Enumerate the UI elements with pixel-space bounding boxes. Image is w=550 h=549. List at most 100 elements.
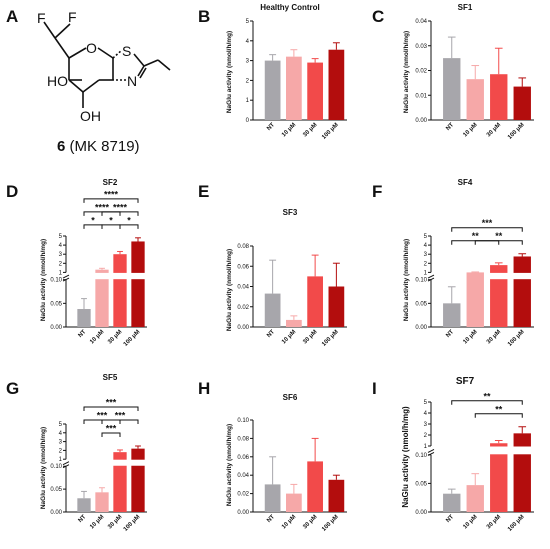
y-axis: 0.00 0.02 0.04 0.06 0.08 0.10 xyxy=(237,418,254,516)
significance-label: *** xyxy=(482,218,493,228)
bar-break-gap xyxy=(112,272,128,280)
x-tick-label: 30 μM xyxy=(302,329,318,345)
significance-bracket xyxy=(451,400,523,405)
chart-title: SF7 xyxy=(456,376,475,387)
y-tick-label: 3 xyxy=(59,252,63,258)
y-axis-label: NaGlu activity (nmol/h/mg) xyxy=(226,424,233,506)
x-tick-label: 10 μM xyxy=(281,329,297,345)
panel-letter-F: F xyxy=(372,182,382,201)
x-tick-label: 30 μM xyxy=(486,122,502,138)
y-tick-label: 0.02 xyxy=(415,69,427,75)
y-tick-label: 0.00 xyxy=(415,118,427,124)
bar xyxy=(443,493,461,512)
bar xyxy=(328,286,345,327)
chart-title: Healthy Control xyxy=(260,3,320,12)
significance-label: *** xyxy=(106,398,117,408)
significance-bracket xyxy=(101,211,139,216)
axis-break-mark xyxy=(427,448,435,453)
panel-letter-I: I xyxy=(372,379,377,398)
bar xyxy=(113,254,127,327)
bar-break-gap xyxy=(513,272,532,280)
x-tick-label: 10 μM xyxy=(281,122,297,138)
atom-OH: OH xyxy=(80,108,101,124)
x-tick-label: 100 μM xyxy=(321,122,340,141)
x-tick-label: 30 μM xyxy=(486,514,502,530)
y-tick-label: 0 xyxy=(246,118,250,124)
y-tick-label: 2 xyxy=(424,261,428,267)
x-tick-label: 10 μM xyxy=(462,514,478,530)
y-tick-label: 0.10 xyxy=(50,464,62,470)
significance-label: **** xyxy=(95,202,110,212)
y-tick-label: 4 xyxy=(59,243,63,249)
bar xyxy=(443,58,461,120)
y-tick-label: 5 xyxy=(424,400,428,406)
x-tick-label: 30 μM xyxy=(107,329,123,345)
axis-break-mark xyxy=(427,274,435,279)
atom-O-ring: O xyxy=(86,40,97,56)
panel-letter-E: E xyxy=(198,182,209,201)
y-tick-label: 0.05 xyxy=(50,487,62,493)
y-tick-label: 2 xyxy=(246,78,250,84)
x-tick-label: 30 μM xyxy=(302,122,318,138)
y-axis-label: NaGlu activity (nmol/h/mg) xyxy=(226,31,233,113)
bar xyxy=(490,443,508,512)
y-tick-label: 0.10 xyxy=(415,278,427,284)
panel-letter-H: H xyxy=(198,379,210,398)
y-tick-label: 5 xyxy=(246,19,250,25)
x-tick-label: NT xyxy=(266,514,276,524)
significance-bracket xyxy=(101,224,121,229)
y-tick-label: 0.10 xyxy=(50,278,62,284)
compound-name: (MK 8719) xyxy=(65,138,139,155)
bar-break-gap xyxy=(513,446,532,455)
bar-break-gap xyxy=(489,272,508,280)
significance-label: ** xyxy=(495,404,503,414)
y-tick-label: 4 xyxy=(424,411,428,417)
bar xyxy=(490,265,508,327)
bar xyxy=(490,74,508,120)
chart-title: SF2 xyxy=(103,178,118,187)
x-tick-label: 30 μM xyxy=(302,514,318,530)
y-axis-label: NaGlu activity (nmol/h/mg) xyxy=(403,239,410,321)
bar-break-gap xyxy=(130,459,146,466)
y-tick-label: 0.08 xyxy=(237,244,249,250)
x-tick-label: 100 μM xyxy=(507,329,526,348)
y-tick-label: 0.00 xyxy=(415,510,427,516)
bar xyxy=(113,452,127,512)
bar xyxy=(513,86,531,120)
x-tick-label: 10 μM xyxy=(281,514,297,530)
x-tick-label: 10 μM xyxy=(89,514,105,530)
bar-break-gap xyxy=(489,446,508,455)
panel-letter-A: A xyxy=(6,7,18,26)
panel-letter-B: B xyxy=(198,7,210,26)
significance-label: * xyxy=(127,215,131,225)
chart-panel-F: F SF4 NaGlu activity (nmol/h/mg) 0.000.050.… xyxy=(372,178,534,348)
y-tick-label: 4 xyxy=(424,243,428,249)
x-tick-label: 30 μM xyxy=(107,514,123,530)
x-tick-label: 30 μM xyxy=(486,329,502,345)
y-axis-label: NaGlu activity (nmol/h/mg) xyxy=(226,249,233,331)
chart-title: SF5 xyxy=(103,373,118,382)
y-tick-label: 0.00 xyxy=(415,325,427,331)
chart-title: SF6 xyxy=(283,393,298,402)
y-tick-label: 0.04 xyxy=(237,285,249,291)
x-tick-label: 100 μM xyxy=(321,329,340,348)
bar xyxy=(264,293,281,327)
bar-break-gap xyxy=(112,459,128,466)
bar-break-gap xyxy=(94,272,110,280)
y-tick-label: 0.05 xyxy=(50,301,62,307)
panel-letter-C: C xyxy=(372,7,384,26)
bar-chart-panels: B Healthy Control NaGlu activity (nmol/h/m… xyxy=(6,3,534,533)
y-axis-label: NaGlu activity (nmol/h/mg) xyxy=(40,239,47,321)
chart-title: SF3 xyxy=(283,208,298,217)
atom-F-right: F xyxy=(68,9,77,25)
y-tick-label: 1 xyxy=(59,457,63,463)
bar xyxy=(328,49,345,120)
chart-title: SF4 xyxy=(458,178,473,187)
y-tick-label: 0.03 xyxy=(415,44,427,50)
y-tick-label: 0.06 xyxy=(237,455,249,461)
